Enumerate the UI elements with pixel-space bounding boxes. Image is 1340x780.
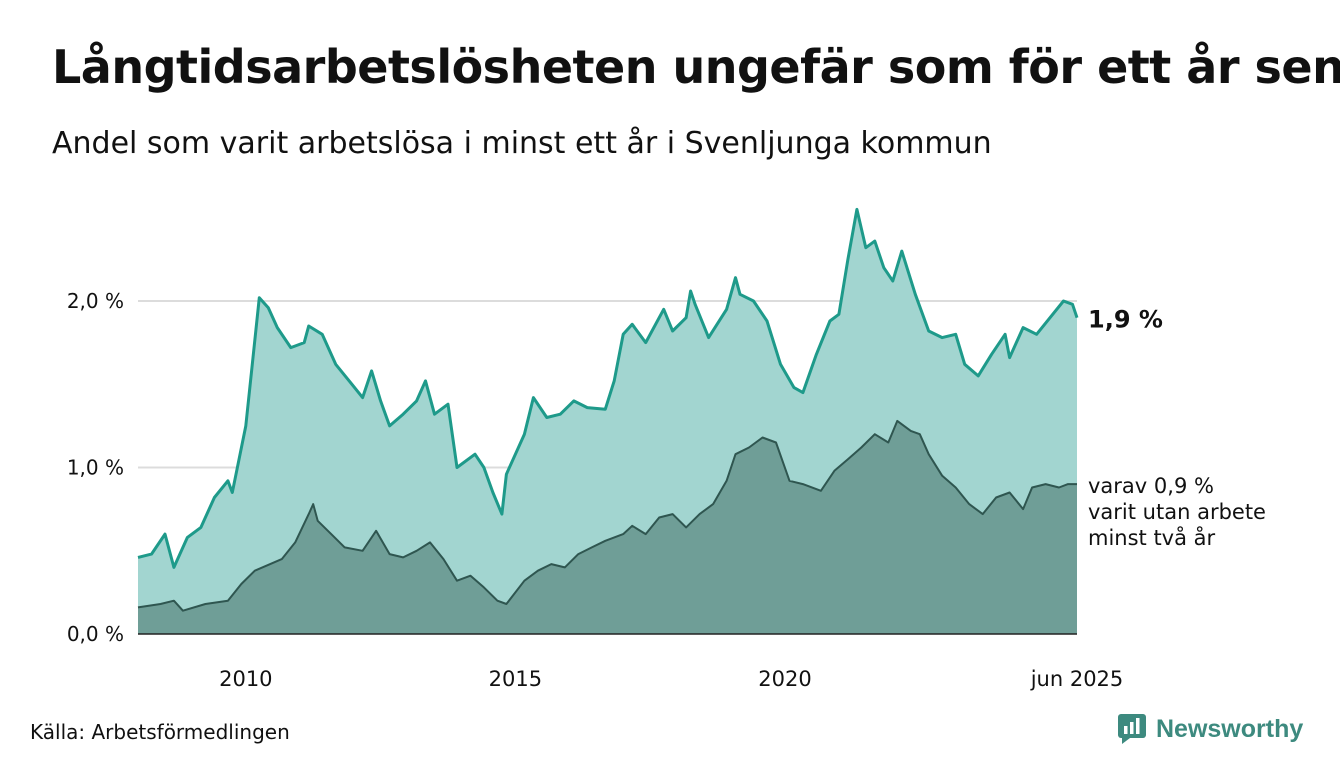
sub-end-label-line: varav 0,9 % [1088, 474, 1214, 498]
label-layer: 0,0 % 1,0 % 2,0 % 2010 2015 2020 jun 2025 1,9 %… [67, 289, 1266, 691]
y-tick-label: 0,0 % [67, 622, 124, 646]
sub-area [138, 420, 1077, 634]
total-line [137, 207, 1079, 569]
sub-end-label-line: varit utan arbete [1088, 500, 1266, 524]
x-tick-label: 2010 [219, 667, 272, 691]
total-end-label: 1,9 % [1088, 306, 1163, 334]
chart-subtitle: Andel som varit arbetslösa i minst ett å… [52, 126, 992, 161]
y-tick-label: 2,0 % [67, 289, 124, 313]
line-area-chart: 0,0 % 1,0 % 2,0 % 2010 2015 2020 jun 2025 1,9 %… [67, 207, 1266, 691]
area-layer [137, 207, 1079, 635]
x-tick-label: jun 2025 [1030, 667, 1124, 691]
sub-end-label-line: minst två år [1088, 525, 1216, 550]
x-tick-label: 2015 [489, 667, 542, 691]
source-note: Källa: Arbetsförmedlingen [30, 720, 290, 744]
newsworthy-logo-icon [1118, 714, 1146, 744]
chart-title: Långtidsarbetslösheten ungefär som för e… [52, 40, 1340, 94]
sub-line [137, 419, 1077, 612]
x-tick-label: 2020 [758, 667, 811, 691]
brand-name: Newsworthy [1156, 714, 1304, 743]
y-tick-label: 1,0 % [67, 456, 124, 480]
brand[interactable]: Newsworthy [1118, 714, 1303, 744]
